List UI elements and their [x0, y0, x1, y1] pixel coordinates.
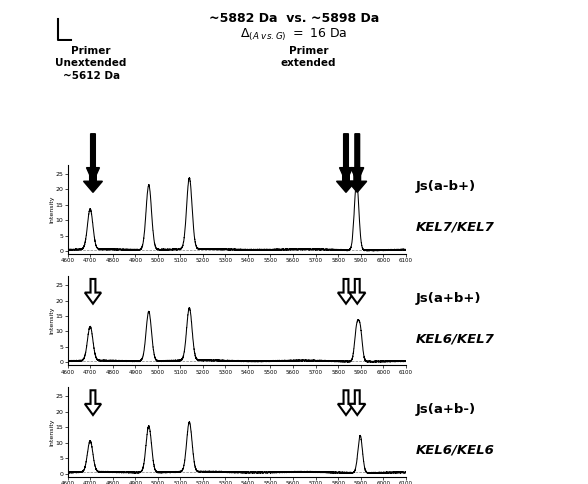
Text: Primer
extended: Primer extended: [281, 46, 336, 68]
Text: $\Delta_{(A\ vs.G)}\ =\ 16\ \mathrm{Da}$: $\Delta_{(A\ vs.G)}\ =\ 16\ \mathrm{Da}$: [240, 27, 348, 43]
Polygon shape: [349, 279, 365, 303]
Polygon shape: [83, 167, 102, 192]
Polygon shape: [336, 167, 356, 192]
Y-axis label: Intensity: Intensity: [49, 307, 54, 334]
Text: Js(a+b-): Js(a+b-): [416, 403, 476, 416]
Polygon shape: [338, 279, 354, 303]
Text: Js(a-b+): Js(a-b+): [416, 181, 476, 194]
Text: KEL6/KEL6: KEL6/KEL6: [416, 443, 495, 456]
Polygon shape: [85, 279, 101, 303]
Text: Primer
Unextended
~5612 Da: Primer Unextended ~5612 Da: [55, 46, 127, 81]
Y-axis label: Intensity: Intensity: [49, 418, 54, 446]
Polygon shape: [348, 167, 367, 192]
Text: KEL6/KEL7: KEL6/KEL7: [416, 332, 495, 345]
Text: ~5882 Da  vs. ~5898 Da: ~5882 Da vs. ~5898 Da: [209, 12, 379, 25]
Polygon shape: [85, 390, 101, 415]
Polygon shape: [349, 390, 365, 415]
Y-axis label: Intensity: Intensity: [49, 196, 54, 223]
Text: Js(a+b+): Js(a+b+): [416, 292, 482, 305]
Text: KEL7/KEL7: KEL7/KEL7: [416, 221, 495, 234]
Polygon shape: [338, 390, 354, 415]
